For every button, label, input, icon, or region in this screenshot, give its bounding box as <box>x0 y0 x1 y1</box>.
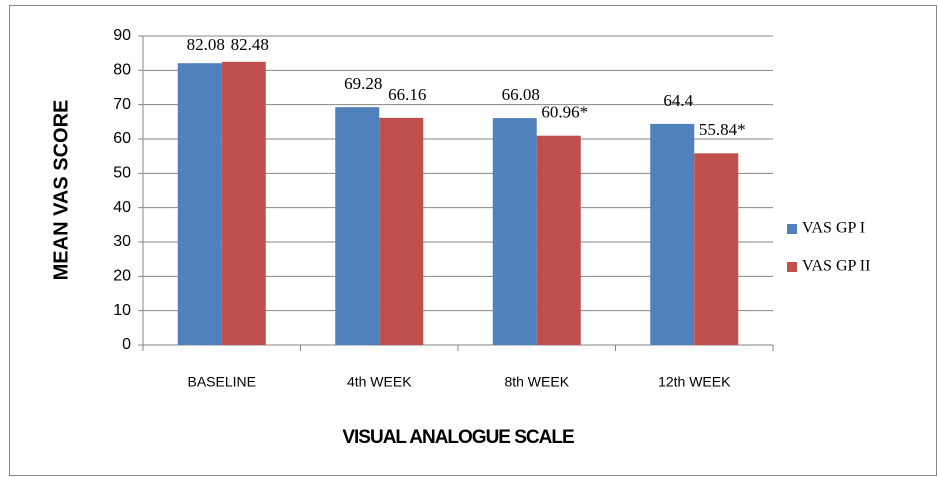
y-tick-label: 70 <box>113 96 131 113</box>
y-tick-label: 90 <box>113 27 131 44</box>
bar <box>650 123 695 345</box>
data-label: 66.08 <box>502 85 540 104</box>
bar <box>694 153 739 345</box>
y-tick-label: 0 <box>122 336 131 353</box>
y-tick-label: 10 <box>113 302 131 319</box>
y-axis-title: MEAN VAS SCORE <box>50 100 72 281</box>
bar <box>335 107 380 345</box>
x-tick-label: 4th WEEK <box>347 374 412 390</box>
y-tick-label: 20 <box>113 268 131 285</box>
data-label: 60.96* <box>541 103 588 122</box>
data-label: 66.16 <box>388 85 426 104</box>
legend-label: VAS GP II <box>802 258 870 275</box>
data-label: 69.28 <box>344 74 382 93</box>
bar <box>379 117 424 345</box>
chart-border <box>9 5 937 476</box>
data-label: 55.84* <box>699 120 746 139</box>
bar <box>492 118 537 345</box>
y-tick-label: 30 <box>113 233 131 250</box>
bar <box>177 63 222 345</box>
bar <box>536 135 581 345</box>
legend-swatch <box>787 224 797 234</box>
x-axis-title: VISUAL ANALOGUE SCALE <box>342 427 574 448</box>
y-tick-label: 50 <box>113 165 131 182</box>
data-label: 82.48 <box>231 35 269 54</box>
legend-label: VAS GP I <box>802 220 865 237</box>
x-tick-label: 12th WEEK <box>658 374 731 390</box>
bar <box>221 61 266 346</box>
data-label: 82.08 <box>187 35 225 54</box>
y-tick-label: 40 <box>113 199 131 216</box>
x-tick-label: 8th WEEK <box>504 374 569 390</box>
data-label: 64.4 <box>663 91 693 110</box>
y-tick-label: 80 <box>113 62 131 79</box>
legend-swatch <box>787 262 797 272</box>
y-tick-label: 60 <box>113 130 131 147</box>
x-tick-label: BASELINE <box>188 374 256 390</box>
